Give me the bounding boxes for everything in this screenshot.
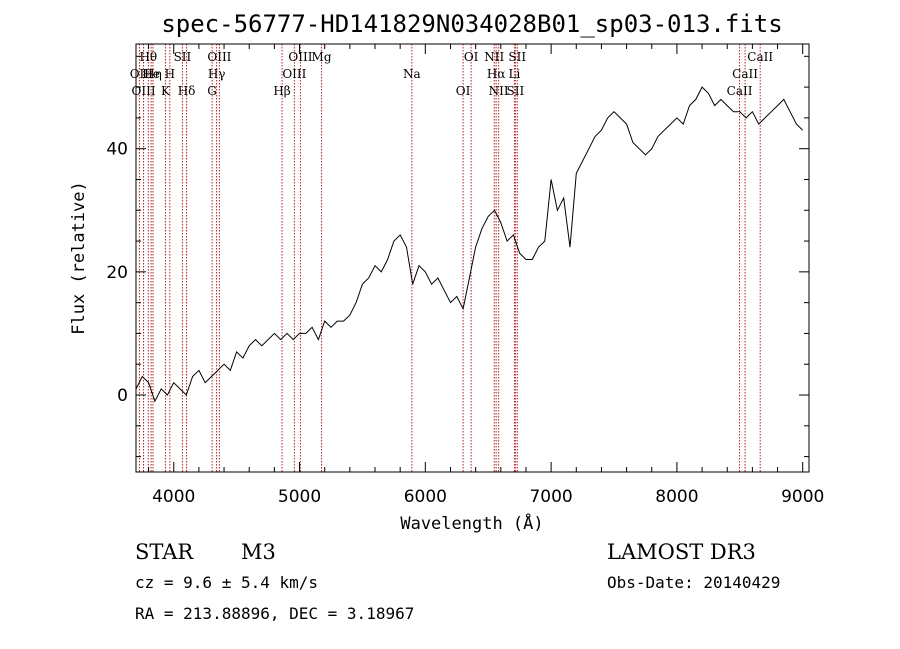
line-label: K [161,84,171,98]
line-label: Hγ [208,67,226,81]
line-label: Hη [144,67,162,81]
line-label: Hθ [139,50,157,64]
line-label: OIII [282,67,306,81]
line-label: Na [403,67,421,81]
observation-date: Obs-Date: 20140429 [607,573,781,592]
line-label: CaII [747,50,773,64]
x-tick-label: 6000 [404,487,447,507]
line-label: NII [484,50,504,64]
coordinates: RA = 213.88896, DEC = 3.18967 [135,604,415,623]
line-label: OI [456,84,471,98]
line-label: Hδ [178,84,196,98]
line-label: NII [489,84,509,98]
spectrum-line [135,86,804,403]
line-label: Li [508,67,520,81]
line-label: OIII [207,50,231,64]
x-tick-label: 4000 [152,487,195,507]
line-label: Mg [312,50,332,64]
line-label: Hβ [273,84,290,98]
y-tick-label: 0 [117,386,128,406]
y-tick-label: 20 [106,263,128,283]
x-tick-label: 5000 [278,487,321,507]
plot-frame [135,43,810,473]
line-label: H [165,67,175,81]
line-label: SII [174,50,192,64]
redshift-value: cz = 9.6 ± 5.4 km/s [135,573,319,592]
line-label: G [207,84,217,98]
x-tick-label: 8000 [655,487,698,507]
survey-name: LAMOST DR3 [607,540,756,564]
line-label: He [142,67,160,81]
line-label: OI [464,50,479,64]
line-label: CaII [732,67,758,81]
x-axis-label: Wavelength (Å) [400,512,543,534]
line-label: OII [130,67,150,81]
y-axis-ticks: 0 20 40 [106,55,809,458]
line-label: OIII [132,84,156,98]
y-tick-label: 40 [106,140,128,160]
x-tick-label: 7000 [529,487,572,507]
object-subclass: M3 [241,540,276,564]
chart-title: spec-56777-HD141829N034028B01_sp03-013.f… [161,10,782,38]
x-axis-ticks: 4000 5000 6000 7000 8000 9000 [148,44,824,507]
emission-lines [138,44,761,472]
line-label: Hα [487,67,506,81]
line-label: SII [508,50,526,64]
object-class: STAR [135,540,194,564]
line-label: CaII [727,84,753,98]
line-label: SII [507,84,525,98]
x-tick-label: 9000 [781,487,824,507]
y-axis-label: Flux (relative) [69,181,89,335]
line-label: OIII [288,50,312,64]
